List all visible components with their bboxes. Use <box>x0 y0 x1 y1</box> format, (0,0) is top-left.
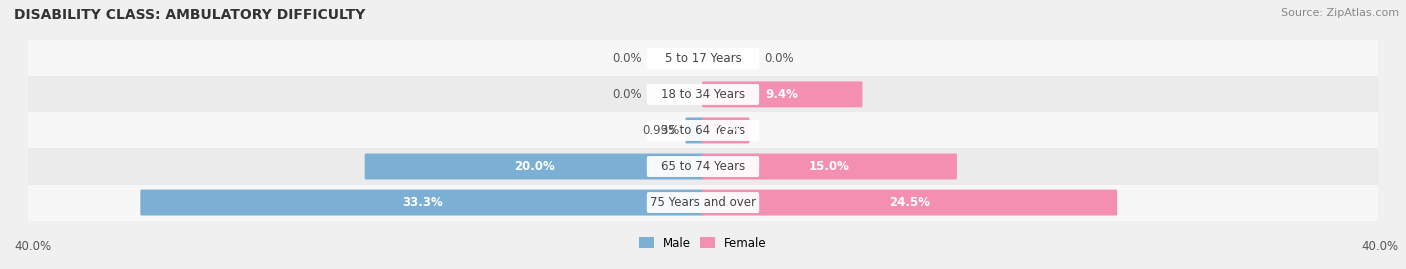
FancyBboxPatch shape <box>702 82 862 107</box>
Text: 33.3%: 33.3% <box>402 196 443 209</box>
Text: 0.0%: 0.0% <box>612 88 641 101</box>
FancyBboxPatch shape <box>647 120 759 141</box>
Text: 40.0%: 40.0% <box>1362 240 1399 253</box>
FancyBboxPatch shape <box>141 190 704 215</box>
Text: 18 to 34 Years: 18 to 34 Years <box>661 88 745 101</box>
Text: 75 Years and over: 75 Years and over <box>650 196 756 209</box>
FancyBboxPatch shape <box>647 156 759 177</box>
FancyBboxPatch shape <box>686 118 704 143</box>
FancyBboxPatch shape <box>28 40 1378 76</box>
Text: 20.0%: 20.0% <box>515 160 554 173</box>
FancyBboxPatch shape <box>702 154 957 179</box>
Text: DISABILITY CLASS: AMBULATORY DIFFICULTY: DISABILITY CLASS: AMBULATORY DIFFICULTY <box>14 8 366 22</box>
FancyBboxPatch shape <box>647 84 759 105</box>
Text: 24.5%: 24.5% <box>889 196 931 209</box>
Text: 0.0%: 0.0% <box>612 52 641 65</box>
Text: 5 to 17 Years: 5 to 17 Years <box>665 52 741 65</box>
Text: 0.99%: 0.99% <box>643 124 679 137</box>
Text: 2.7%: 2.7% <box>710 124 742 137</box>
Text: 65 to 74 Years: 65 to 74 Years <box>661 160 745 173</box>
FancyBboxPatch shape <box>647 192 759 213</box>
FancyBboxPatch shape <box>28 76 1378 112</box>
Legend: Male, Female: Male, Female <box>634 232 772 254</box>
FancyBboxPatch shape <box>28 112 1378 148</box>
Text: 35 to 64 Years: 35 to 64 Years <box>661 124 745 137</box>
Text: 40.0%: 40.0% <box>14 240 51 253</box>
Text: Source: ZipAtlas.com: Source: ZipAtlas.com <box>1281 8 1399 18</box>
FancyBboxPatch shape <box>702 118 749 143</box>
FancyBboxPatch shape <box>647 48 759 69</box>
FancyBboxPatch shape <box>702 190 1118 215</box>
FancyBboxPatch shape <box>28 148 1378 185</box>
Text: 9.4%: 9.4% <box>766 88 799 101</box>
FancyBboxPatch shape <box>28 185 1378 221</box>
Text: 15.0%: 15.0% <box>808 160 851 173</box>
Text: 0.0%: 0.0% <box>765 52 794 65</box>
FancyBboxPatch shape <box>364 154 704 179</box>
